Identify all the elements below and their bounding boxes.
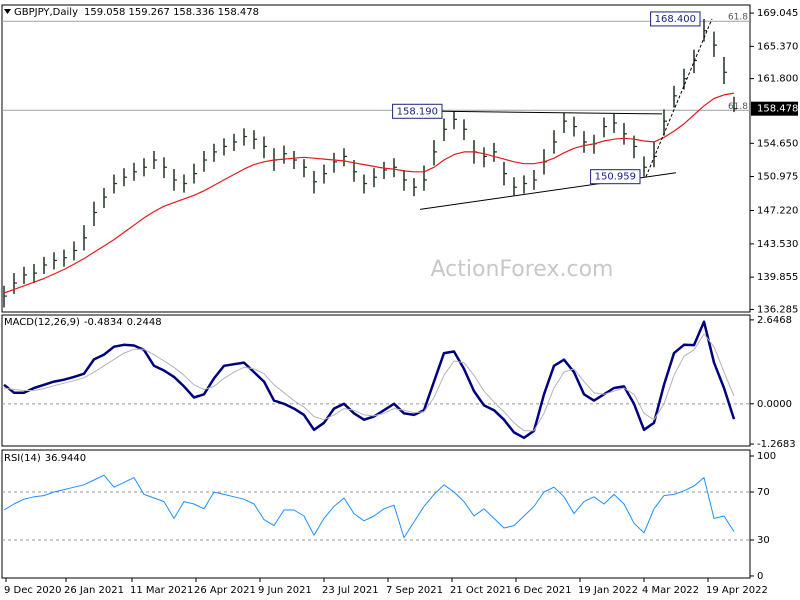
y-tick-label: 136.285 [757, 304, 798, 315]
annotation-label: 150.959 [595, 172, 636, 183]
x-tick-label: 9 Jun 2021 [258, 585, 312, 596]
x-tick-label: 26 Apr 2021 [194, 585, 256, 596]
x-tick-label: 11 Mar 2021 [130, 585, 193, 596]
panel-frame [1, 449, 751, 579]
macd-header: MACD(12,26,9) -0.4834 0.2448 [4, 317, 162, 328]
fib-label: 61.8 [728, 13, 748, 23]
x-tick-label: 6 Dec 2021 [514, 585, 572, 596]
annotation-label: 168.400 [655, 14, 696, 25]
y-tick-label: 165.370 [757, 41, 798, 52]
rsi-title: RSI(14) [4, 453, 41, 464]
y-tick-label: 161.800 [757, 74, 798, 85]
macd-value: -0.4834 [84, 317, 123, 328]
x-tick-label: 19 Apr 2022 [706, 585, 768, 596]
x-tick-label: 9 Dec 2020 [4, 585, 62, 596]
x-tick-label: 19 Jan 2022 [578, 585, 638, 596]
trendline [645, 18, 713, 177]
series-line [3, 320, 736, 440]
fib-label: 61.8 [728, 102, 748, 112]
x-tick-label: 4 Mar 2022 [642, 585, 699, 596]
y-tick-label: 169.045 [757, 8, 798, 19]
x-tick-label: 26 Jan 2021 [64, 585, 124, 596]
main-header: GBPJPY,Daily 159.058 159.267 158.336 158.… [14, 7, 259, 18]
macd-title: MACD(12,26,9) [4, 317, 80, 328]
y-tick-label: 154.650 [757, 138, 798, 149]
y-tick-label: 139.855 [757, 272, 798, 283]
y-tick-label: 147.220 [757, 206, 798, 217]
y-tick-label: -1.2683 [757, 439, 796, 450]
x-tick-label: 21 Oct 2021 [450, 585, 512, 596]
y-tick-label: 70 [757, 487, 770, 498]
symbol-icon [4, 9, 11, 14]
watermark: ActionForex.com [431, 257, 614, 282]
panel-frame [1, 4, 751, 313]
panel-frame [1, 314, 751, 447]
y-tick-label: 150.975 [757, 172, 798, 183]
y-tick-label: 2.6468 [757, 315, 792, 326]
annotation-box [590, 169, 641, 185]
y-tick-label: 143.530 [757, 239, 798, 250]
annotation-box [650, 11, 701, 27]
chart-subtitle: 159.058 159.267 158.336 158.478 [84, 7, 259, 18]
series-line [3, 333, 735, 432]
y-tick-label: 30 [757, 535, 770, 546]
series-line [3, 474, 735, 539]
annotation-box [392, 103, 443, 119]
y-tick-label: 0 [757, 571, 763, 582]
last-price-label: 158.478 [757, 104, 798, 115]
signal-value: 0.2448 [127, 317, 162, 328]
annotation-label: 158.190 [397, 106, 438, 117]
series-line [3, 92, 735, 294]
last-price-box [751, 101, 798, 116]
x-tick-label: 23 Jul 2021 [322, 585, 379, 596]
rsi-header: RSI(14) 36.9440 [4, 453, 86, 464]
rsi-value: 36.9440 [45, 453, 86, 464]
y-tick-label: 0.0000 [757, 399, 792, 410]
chart-title: GBPJPY,Daily [14, 7, 78, 18]
x-tick-label: 7 Sep 2021 [386, 585, 443, 596]
trendline [441, 110, 663, 115]
y-tick-label: 100 [757, 451, 776, 462]
